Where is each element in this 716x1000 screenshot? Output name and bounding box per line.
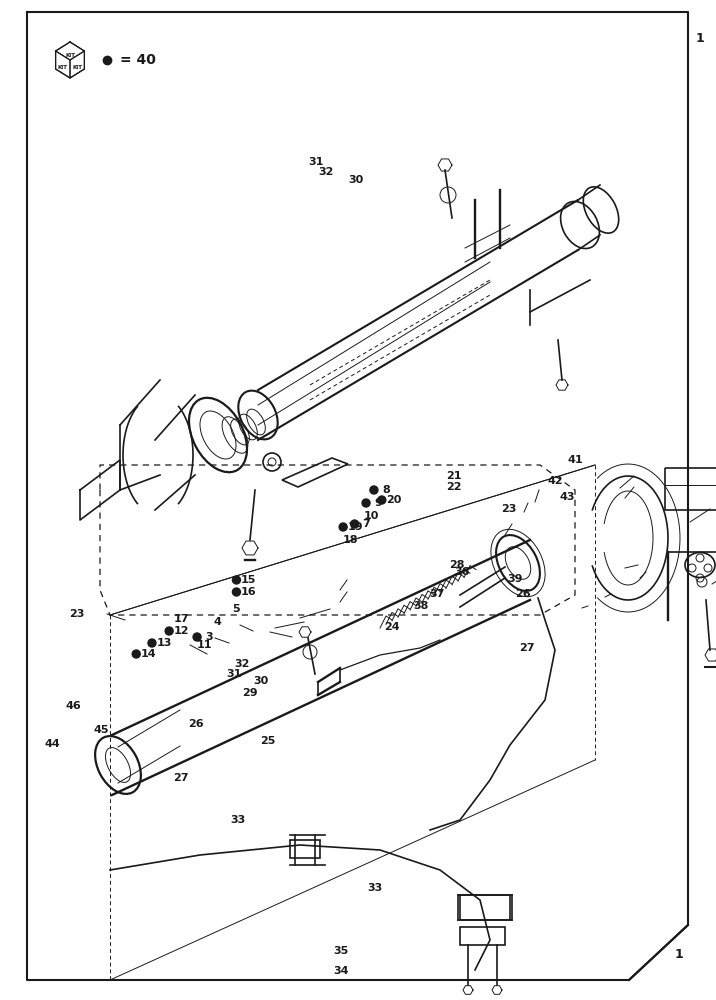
Circle shape [233,588,241,596]
Text: KIT: KIT [65,53,75,58]
Circle shape [132,650,140,658]
Text: 25: 25 [260,736,276,746]
Text: 33: 33 [230,815,246,825]
Text: 1: 1 [674,948,683,962]
Text: 17: 17 [173,614,189,624]
Circle shape [165,627,173,635]
Text: 46: 46 [66,701,82,711]
Text: 41: 41 [568,455,584,465]
Text: 9: 9 [374,498,382,508]
Circle shape [233,576,241,584]
Text: 4: 4 [214,617,221,627]
Text: 13: 13 [156,638,172,648]
Text: 21: 21 [446,471,462,481]
Text: 11: 11 [196,640,212,650]
Text: KIT: KIT [72,65,82,70]
Text: 32: 32 [234,659,250,669]
Text: 43: 43 [559,492,575,502]
Text: 27: 27 [173,773,188,783]
Text: 31: 31 [226,669,242,679]
Text: 36: 36 [455,567,470,577]
Text: 26: 26 [515,589,531,599]
Circle shape [339,523,347,531]
Text: 3: 3 [205,632,213,642]
Text: 8: 8 [382,485,390,495]
Text: 35: 35 [333,946,349,956]
Text: 12: 12 [173,626,189,636]
Text: 32: 32 [318,167,334,177]
Circle shape [351,520,359,528]
Circle shape [370,486,378,494]
Text: 27: 27 [519,643,535,653]
Text: 16: 16 [241,587,256,597]
Circle shape [193,633,201,641]
Text: 31: 31 [309,157,324,167]
Text: 10: 10 [364,511,379,521]
Text: 1: 1 [696,31,705,44]
Text: 20: 20 [386,495,402,505]
Circle shape [362,499,370,507]
Text: 28: 28 [449,560,465,570]
Text: 19: 19 [347,522,363,532]
Text: 42: 42 [548,476,563,486]
Text: KIT: KIT [58,65,68,70]
Text: 30: 30 [348,175,364,185]
Text: 5: 5 [233,604,240,614]
Text: = 40: = 40 [120,53,156,67]
Text: 45: 45 [93,725,109,735]
Text: 34: 34 [333,966,349,976]
Text: 37: 37 [430,589,445,599]
Text: 15: 15 [241,575,256,585]
Text: 30: 30 [253,676,269,686]
Text: 33: 33 [367,883,383,893]
Text: 44: 44 [44,739,60,749]
Text: 22: 22 [446,482,462,492]
Text: 7: 7 [363,519,370,529]
Text: 23: 23 [69,609,84,619]
Text: 39: 39 [508,574,523,584]
Text: 14: 14 [140,649,156,659]
Text: 29: 29 [242,688,258,698]
Circle shape [378,496,386,504]
Text: 26: 26 [188,719,204,729]
Text: 24: 24 [384,622,400,632]
Text: 38: 38 [413,601,429,611]
Circle shape [148,639,156,647]
Text: 18: 18 [342,535,358,545]
Text: 23: 23 [500,504,516,514]
